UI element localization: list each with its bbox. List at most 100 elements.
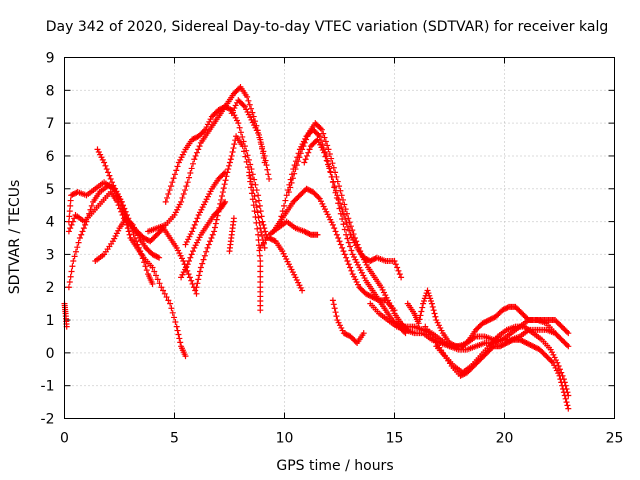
series-arc-8 [162,103,270,241]
data-point [390,307,397,314]
series-arc-3 [65,179,156,287]
data-point [165,297,172,304]
data-point [256,247,263,254]
data-point [345,239,352,246]
data-point [297,150,304,157]
data-point [154,254,161,261]
data-point [328,155,335,162]
data-point [351,273,358,280]
data-point [256,252,263,259]
data-point [69,191,76,198]
data-point [304,133,311,140]
data-point [281,202,288,209]
data-point [303,136,310,143]
data-point [188,165,195,172]
data-point [341,226,348,233]
data-point [244,93,251,100]
data-point [479,353,486,360]
data-point [232,114,239,121]
data-point [364,291,371,298]
data-point [197,131,204,138]
data-point [214,212,221,219]
data-point [265,171,272,178]
data-point [348,247,355,254]
data-point [151,234,158,241]
plot-frame [64,57,615,419]
data-point [513,305,520,312]
data-point [299,189,306,196]
data-point [151,268,158,275]
data-point [173,167,180,174]
grid [64,57,615,419]
data-point [179,194,186,201]
data-point [354,281,361,288]
data-point [349,227,356,234]
data-point [220,185,227,192]
data-point [340,248,347,255]
data-point [332,187,339,194]
data-point [289,175,296,182]
data-point [494,312,501,319]
data-point [250,202,257,209]
data-point [517,309,524,316]
data-point [166,187,173,194]
data-point [95,149,102,156]
series-arc-7 [145,84,268,235]
data-point [176,201,183,208]
data-point [557,322,564,329]
data-point [94,146,101,153]
data-point [288,266,295,273]
data-point [347,333,354,340]
data-point [285,189,292,196]
data-point [356,284,363,291]
data-point [233,117,240,124]
data-point [131,224,138,231]
data-point [262,228,269,235]
data-point [227,106,234,113]
data-point [257,263,264,270]
data-point [450,341,457,348]
data-point [318,198,325,205]
data-point [563,385,570,392]
data-point [167,300,174,307]
data-point [147,238,154,245]
data-point [172,209,179,216]
data-point [516,336,523,343]
data-point [134,232,141,239]
data-point [539,349,546,356]
data-point [553,331,560,338]
data-points [61,84,572,412]
data-point [255,236,262,243]
data-point [65,228,72,235]
data-point [378,284,385,291]
data-point [80,225,87,232]
data-point [106,172,113,179]
data-point [204,193,211,200]
data-point [190,225,197,232]
data-point [305,149,312,156]
data-point [394,264,401,271]
data-point [563,341,570,348]
data-point [551,354,558,361]
data-point [495,311,502,318]
data-point [230,145,237,152]
data-point [184,261,191,268]
data-point [145,247,152,254]
data-point [387,302,394,309]
y-tick-label: 1 [46,313,55,329]
data-point [150,252,157,259]
series-arc-23 [393,320,572,353]
data-point [421,295,428,302]
data-point [182,187,189,194]
data-point [221,200,228,207]
data-point [349,251,356,258]
data-point [215,175,222,182]
data-point [556,334,563,341]
data-point [142,235,149,242]
data-point [195,133,202,140]
data-point [191,221,198,228]
data-point [461,341,468,348]
data-point [329,297,336,304]
data-point [344,235,351,242]
data-point [437,324,444,331]
